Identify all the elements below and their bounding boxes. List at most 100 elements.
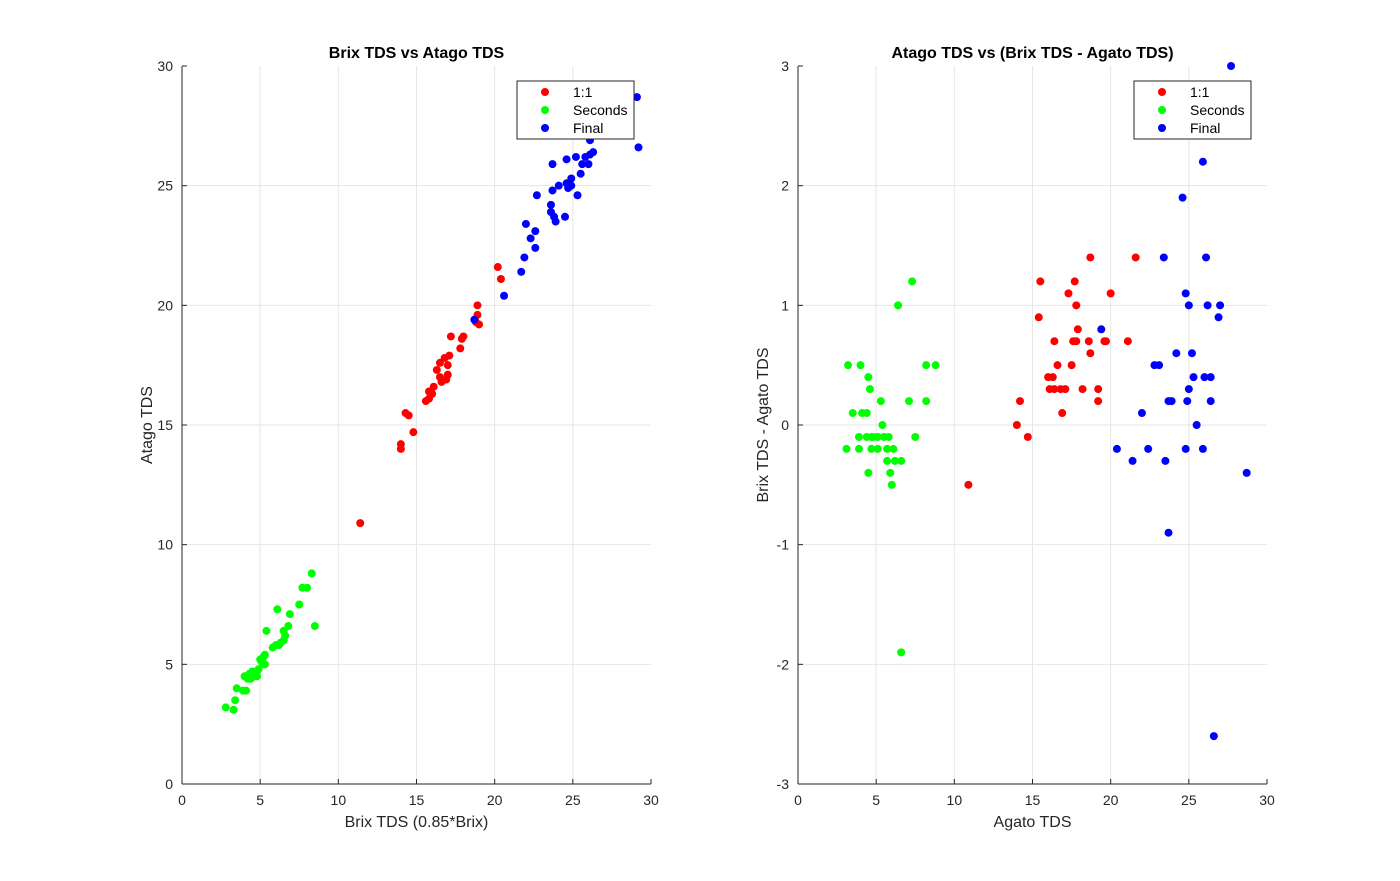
data-point (1216, 301, 1225, 310)
plot-title: Atago TDS vs (Brix TDS - Agato TDS) (891, 45, 1173, 62)
y-axis-label: Brix TDS - Agato TDS (755, 347, 772, 502)
data-point (1189, 373, 1198, 382)
data-point (848, 409, 857, 418)
y-tick-label: 25 (157, 178, 173, 194)
x-axis-label: Brix TDS (0.85*Brix) (345, 814, 489, 831)
data-point (1181, 444, 1190, 453)
data-point (1012, 421, 1021, 429)
data-point (1073, 325, 1082, 334)
y-tick-label: 5 (165, 656, 173, 672)
series-1-1 (964, 253, 1140, 489)
data-point (1112, 444, 1121, 453)
data-point (904, 397, 913, 406)
data-point (634, 143, 643, 152)
data-point (229, 705, 238, 714)
data-point (561, 212, 570, 221)
legend: 1:1 Seconds Final (516, 80, 635, 140)
data-point (1131, 253, 1140, 262)
data-point (1072, 337, 1081, 346)
legend-label: 1:1 (573, 84, 593, 100)
data-point (854, 432, 863, 441)
data-point (1070, 277, 1079, 286)
data-point (887, 480, 896, 489)
subplot-2: 0 5 10 15 20 25 30 -3 -2 -1 0 1 2 3 Atago TDS vs (Brix… (755, 45, 1275, 831)
data-point (1137, 409, 1146, 418)
data-point (517, 267, 526, 276)
data-point (1084, 337, 1093, 346)
y-tick-label: -2 (777, 656, 790, 672)
data-point (221, 703, 230, 712)
x-tick-label: 15 (1025, 792, 1041, 808)
data-point (496, 275, 505, 284)
data-point (854, 444, 863, 453)
data-point (578, 160, 587, 169)
data-point (842, 444, 851, 453)
data-point (307, 569, 316, 578)
data-point (1206, 397, 1215, 406)
data-point (254, 665, 263, 674)
x-tick-label: 15 (409, 792, 425, 808)
series-final (1097, 62, 1251, 741)
data-point (1184, 385, 1193, 394)
data-point (470, 315, 479, 324)
series-seconds (221, 569, 319, 714)
data-point (1097, 325, 1106, 334)
x-tick-label: 20 (1103, 792, 1119, 808)
data-point (911, 432, 920, 441)
y-tick-label: -1 (777, 537, 790, 553)
x-tick-label: 30 (643, 792, 659, 808)
data-point (632, 93, 641, 102)
data-point (1184, 301, 1193, 310)
data-point (493, 263, 502, 272)
y-tick-label: 0 (165, 776, 173, 792)
data-point (1209, 732, 1218, 741)
data-point (260, 660, 269, 669)
data-point (865, 385, 874, 394)
data-point (520, 253, 529, 262)
data-point (548, 186, 557, 195)
data-point (1206, 373, 1215, 382)
data-point (844, 361, 853, 370)
data-point (546, 200, 555, 209)
data-point (897, 456, 906, 465)
data-point (876, 397, 885, 406)
data-point (409, 428, 418, 437)
data-point (432, 365, 441, 374)
data-point (1214, 313, 1223, 322)
data-point (1015, 397, 1024, 406)
x-tick-label: 5 (872, 792, 880, 808)
data-point (428, 389, 437, 398)
plot-title: Brix TDS vs Atago TDS (329, 45, 505, 62)
data-point (883, 444, 892, 453)
data-point (473, 301, 482, 310)
y-tick-label: 0 (781, 417, 789, 433)
data-point (1227, 62, 1236, 70)
data-point (576, 169, 585, 178)
data-point (1036, 277, 1045, 286)
y-tick-label: 15 (157, 417, 173, 433)
data-point (1181, 289, 1190, 298)
data-point (1086, 349, 1095, 358)
data-point (1078, 385, 1087, 394)
data-point (446, 332, 455, 341)
data-point (1202, 253, 1211, 262)
data-point (285, 610, 294, 619)
x-tick-label: 0 (178, 792, 186, 808)
legend-label: Final (1190, 120, 1220, 136)
data-point (931, 361, 940, 370)
data-point (922, 397, 931, 406)
data-point (1200, 373, 1209, 382)
data-point (242, 686, 251, 695)
data-point (567, 181, 576, 190)
legend-marker (1158, 124, 1166, 132)
data-point (862, 409, 871, 418)
data-point (1067, 361, 1076, 370)
data-point (1159, 253, 1168, 262)
data-point (443, 361, 452, 370)
data-point (404, 411, 413, 420)
data-point (964, 480, 973, 489)
data-point (1242, 468, 1251, 477)
data-point (456, 344, 465, 353)
series-seconds (842, 277, 940, 657)
